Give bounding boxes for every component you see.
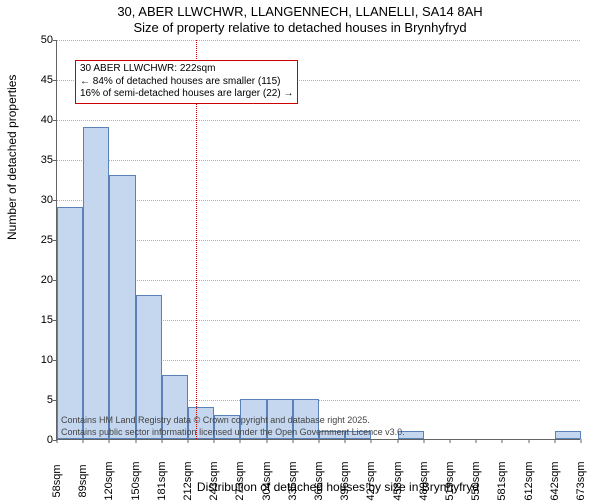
attribution-line: Contains HM Land Registry data © Crown c… <box>61 415 370 425</box>
histogram-bar <box>83 127 109 439</box>
x-tick-mark <box>554 439 555 443</box>
y-tick-label: 45 <box>27 74 53 86</box>
x-tick-mark <box>135 439 136 443</box>
gridline-h <box>57 120 580 121</box>
chart-title-line2: Size of property relative to detached ho… <box>0 20 600 35</box>
gridline-h <box>57 160 580 161</box>
y-tick-mark <box>53 120 57 121</box>
x-tick-mark <box>109 439 110 443</box>
x-tick-mark <box>397 439 398 443</box>
y-tick-label: 50 <box>27 34 53 46</box>
y-tick-label: 30 <box>27 194 53 206</box>
x-tick-mark <box>581 439 582 443</box>
chart-title-line1: 30, ABER LLWCHWR, LLANGENNECH, LLANELLI,… <box>0 4 600 19</box>
y-tick-label: 20 <box>27 274 53 286</box>
y-axis-label: Number of detached properties <box>5 75 19 240</box>
gridline-h <box>57 40 580 41</box>
x-tick-mark <box>214 439 215 443</box>
y-tick-label: 15 <box>27 314 53 326</box>
y-tick-label: 25 <box>27 234 53 246</box>
x-axis-label: Distribution of detached houses by size … <box>38 480 600 494</box>
x-tick-mark <box>502 439 503 443</box>
x-tick-mark <box>476 439 477 443</box>
x-tick-mark <box>83 439 84 443</box>
annotation-line: 30 ABER LLWCHWR: 222sqm <box>80 63 293 76</box>
y-tick-mark <box>53 80 57 81</box>
x-tick-mark <box>450 439 451 443</box>
x-tick-mark <box>319 439 320 443</box>
attribution-line: Contains public sector information licen… <box>61 427 405 437</box>
y-tick-label: 35 <box>27 154 53 166</box>
histogram-chart: 30, ABER LLWCHWR, LLANGENNECH, LLANELLI,… <box>0 0 600 500</box>
plot-area: 0510152025303540455058sqm89sqm120sqm150s… <box>56 40 580 440</box>
x-tick-mark <box>292 439 293 443</box>
annotation-box: 30 ABER LLWCHWR: 222sqm← 84% of detached… <box>75 60 298 104</box>
y-tick-label: 0 <box>27 434 53 446</box>
histogram-bar <box>555 431 581 439</box>
x-tick-mark <box>528 439 529 443</box>
x-tick-mark <box>161 439 162 443</box>
x-tick-mark <box>240 439 241 443</box>
x-tick-mark <box>188 439 189 443</box>
y-tick-mark <box>53 40 57 41</box>
histogram-bar <box>109 175 135 439</box>
histogram-bar <box>57 207 83 439</box>
x-tick-mark <box>345 439 346 443</box>
annotation-line: 16% of semi-detached houses are larger (… <box>80 88 293 101</box>
x-tick-mark <box>266 439 267 443</box>
y-tick-label: 5 <box>27 394 53 406</box>
y-tick-mark <box>53 200 57 201</box>
y-tick-mark <box>53 160 57 161</box>
y-tick-label: 10 <box>27 354 53 366</box>
x-tick-mark <box>423 439 424 443</box>
x-tick-mark <box>371 439 372 443</box>
y-tick-label: 40 <box>27 114 53 126</box>
annotation-line: ← 84% of detached houses are smaller (11… <box>80 76 293 89</box>
x-tick-mark <box>57 439 58 443</box>
